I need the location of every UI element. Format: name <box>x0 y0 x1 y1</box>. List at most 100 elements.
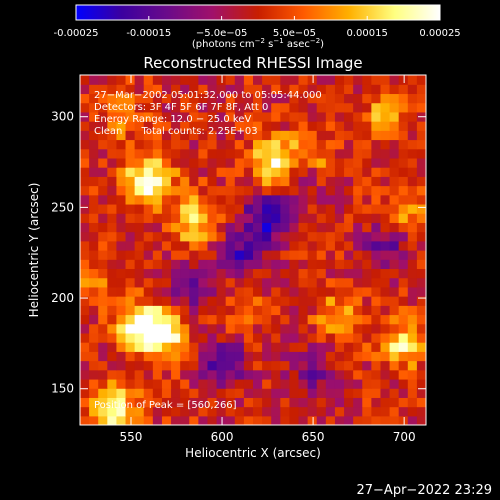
heatmap-cell <box>316 111 327 122</box>
heatmap-cell <box>298 148 309 159</box>
heatmap-cell <box>271 332 281 343</box>
heatmap-cell <box>253 121 263 131</box>
heatmap-cell <box>98 185 108 196</box>
heatmap-cell <box>325 203 336 214</box>
heatmap-cell <box>80 406 90 417</box>
heatmap-cell <box>280 75 291 85</box>
heatmap-cell <box>271 176 281 187</box>
heatmap-cell <box>416 286 426 297</box>
heatmap-cell <box>307 323 318 334</box>
heatmap-cell <box>398 286 409 297</box>
heatmap-cell <box>325 194 336 205</box>
heatmap-cell <box>116 93 127 104</box>
heatmap-cell <box>234 314 245 325</box>
heatmap-cell <box>334 250 345 260</box>
heatmap-cell <box>316 84 327 95</box>
heatmap-cell <box>316 351 327 362</box>
heatmap-cell <box>307 84 318 95</box>
heatmap-cell <box>253 332 263 343</box>
heatmap-cell <box>325 102 336 113</box>
heatmap-cell <box>389 139 400 150</box>
heatmap-cell <box>216 388 227 398</box>
heatmap-cell <box>207 305 218 316</box>
heatmap-cell <box>152 231 163 242</box>
heatmap-cell <box>407 388 418 398</box>
heatmap-cell <box>280 268 291 279</box>
heatmap-cell <box>107 240 118 251</box>
heatmap-cell <box>116 157 127 168</box>
heatmap-cell <box>389 111 400 122</box>
heatmap-cell <box>161 176 172 187</box>
heatmap-cell <box>89 360 99 371</box>
heatmap-cell <box>289 102 300 113</box>
heatmap-cell <box>125 185 136 196</box>
heatmap-cell <box>271 351 281 362</box>
heatmap-cell <box>280 148 291 159</box>
heatmap-cell <box>198 268 209 279</box>
y-tick-label: 300 <box>51 110 74 124</box>
heatmap-cell <box>216 102 227 113</box>
heatmap-cell <box>80 305 90 316</box>
heatmap-cell <box>353 360 363 371</box>
heatmap-cell <box>353 102 363 113</box>
heatmap-cell <box>80 415 90 425</box>
heatmap-cell <box>171 351 181 362</box>
heatmap-cell <box>107 277 118 288</box>
heatmap-cell <box>398 231 409 242</box>
heatmap-cell <box>116 194 127 205</box>
heatmap-cell <box>225 194 236 205</box>
heatmap-cell <box>416 277 426 288</box>
heatmap-cell <box>225 268 236 279</box>
heatmap-cell <box>207 194 218 205</box>
heatmap-cell <box>334 102 345 113</box>
heatmap-cell <box>344 250 354 260</box>
heatmap-cell <box>225 305 236 316</box>
heatmap-cell <box>234 185 245 196</box>
heatmap-cell <box>298 240 309 251</box>
heatmap-cell <box>307 332 318 343</box>
heatmap-cell <box>80 369 90 380</box>
heatmap-cell <box>334 388 345 398</box>
heatmap-cell <box>371 203 382 214</box>
heatmap-cell <box>161 102 172 113</box>
heatmap-cell <box>289 397 300 408</box>
heatmap-cell <box>316 240 327 251</box>
heatmap-cell <box>380 286 391 297</box>
heatmap-cell <box>362 203 372 214</box>
heatmap-cell <box>253 286 263 297</box>
heatmap-cell <box>198 75 209 85</box>
heatmap-cell <box>225 351 236 362</box>
heatmap-cell <box>234 259 245 270</box>
heatmap-cell <box>289 250 300 260</box>
heatmap-cell <box>253 259 263 270</box>
heatmap-cell <box>152 369 163 380</box>
heatmap-cell <box>398 185 409 196</box>
heatmap-cell <box>116 139 127 150</box>
heatmap-cell <box>189 277 199 288</box>
heatmap-cell <box>189 203 199 214</box>
heatmap-cell <box>180 213 190 223</box>
heatmap-cell <box>371 415 382 425</box>
heatmap-cell <box>152 296 163 306</box>
heatmap-cell <box>262 185 272 196</box>
heatmap-cell <box>280 332 291 343</box>
heatmap-cell <box>207 397 218 408</box>
heatmap-cell <box>80 102 90 113</box>
heatmap-cell <box>398 314 409 325</box>
heatmap-cell <box>316 397 327 408</box>
heatmap-cell <box>134 286 145 297</box>
heatmap-cell <box>207 130 218 141</box>
heatmap-cell <box>353 277 363 288</box>
heatmap-cell <box>362 277 372 288</box>
heatmap-cell <box>234 121 245 131</box>
heatmap-cell <box>307 259 318 270</box>
heatmap-cell <box>253 351 263 362</box>
heatmap-cell <box>371 332 382 343</box>
heatmap-cell <box>298 250 309 260</box>
heatmap-cell <box>89 314 99 325</box>
heatmap-cell <box>325 351 336 362</box>
heatmap-cell <box>134 157 145 168</box>
heatmap-cell <box>243 93 254 104</box>
heatmap-cell <box>325 139 336 150</box>
heatmap-cell <box>344 84 354 95</box>
